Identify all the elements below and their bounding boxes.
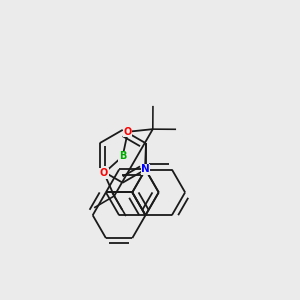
Text: O: O: [100, 168, 108, 178]
Text: O: O: [124, 127, 132, 137]
Text: B: B: [119, 151, 126, 161]
Text: N: N: [141, 164, 150, 175]
